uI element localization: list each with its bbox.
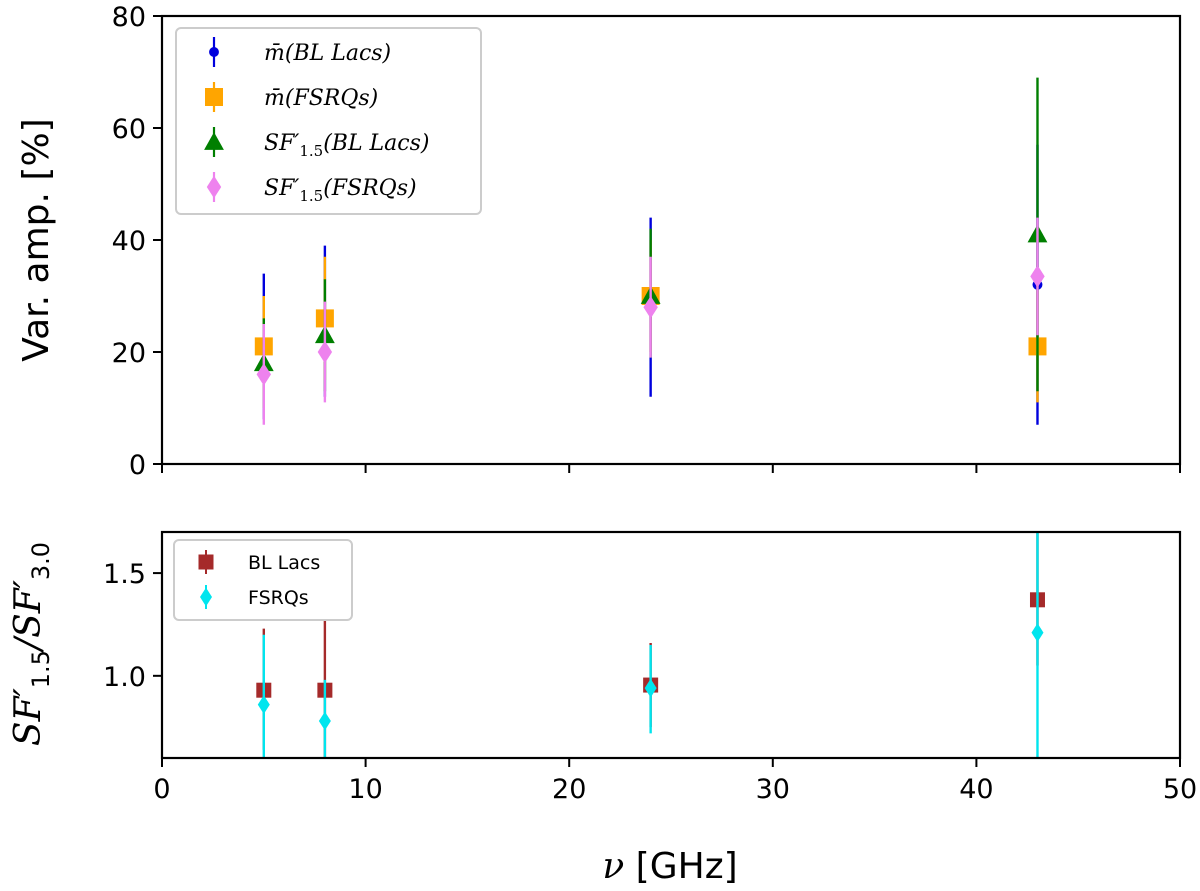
legend-marker bbox=[206, 175, 222, 199]
data-point bbox=[1031, 623, 1044, 643]
bottom-y-axis-label: SF′1.5/SF′3.0 bbox=[8, 542, 55, 746]
bottom-legend: BL Lacs FSRQs bbox=[173, 539, 353, 621]
legend-label: SF′1.5(BL Lacs) bbox=[264, 131, 429, 160]
legend-marker bbox=[198, 554, 214, 570]
x-tick-label: 20 bbox=[552, 774, 586, 805]
top-legend: m̄(BL Lacs) m̄(FSRQs) SF′1.5(BL Lacs) SF′1.… bbox=[175, 27, 482, 215]
series-sf-1-5-fsrqs- bbox=[256, 217, 1045, 425]
legend-label: BL Lacs bbox=[248, 552, 320, 574]
series-fsrqs bbox=[257, 532, 1044, 758]
bottom-y-ticks: 1.0 1.5 bbox=[103, 559, 162, 693]
data-point bbox=[643, 295, 658, 319]
y-tick-label: 40 bbox=[112, 226, 146, 257]
x-tick-label: 40 bbox=[959, 774, 993, 805]
y-tick-label: 80 bbox=[112, 2, 146, 33]
legend-label: FSRQs bbox=[248, 587, 309, 609]
y-tick-label: 0 bbox=[129, 450, 146, 481]
y-tick-label: 60 bbox=[112, 114, 146, 145]
bottom-x-ticks: 0 10 20 30 40 50 bbox=[153, 758, 1197, 805]
bottom-data-marks bbox=[256, 532, 1045, 758]
top-data-marks bbox=[253, 77, 1048, 425]
x-tick-label: 30 bbox=[756, 774, 790, 805]
top-x-ticks bbox=[161, 464, 1181, 473]
y-tick-label: 1.0 bbox=[103, 662, 146, 693]
top-plot-frame bbox=[160, 14, 1182, 466]
legend-marker bbox=[204, 132, 224, 150]
legend-marker bbox=[209, 47, 219, 57]
legend-label: SF′1.5(FSRQs) bbox=[264, 176, 417, 205]
legend-marker bbox=[200, 587, 212, 607]
data-point bbox=[644, 678, 657, 698]
legend-label: m̄(BL Lacs) bbox=[264, 41, 391, 66]
data-point bbox=[318, 711, 331, 731]
top-panel: 0 20 40 60 80 m̄(BL Lacs) m̄(FSRQs) SF′1.5(BL … bbox=[112, 2, 1182, 481]
data-point bbox=[317, 340, 333, 364]
x-axis-label: ν [GHz] bbox=[602, 846, 737, 887]
x-tick-label: 0 bbox=[153, 774, 170, 805]
top-y-ticks: 0 20 40 60 80 bbox=[112, 2, 162, 481]
bottom-panel: 1.0 1.5 0 10 20 30 40 50 BL Lacs FSRQs bbox=[103, 530, 1197, 805]
legend-box bbox=[175, 27, 482, 215]
top-y-axis-label: Var. amp. [%] bbox=[16, 118, 57, 361]
bottom-plot-frame bbox=[160, 530, 1182, 760]
data-point bbox=[257, 695, 270, 714]
y-tick-label: 1.5 bbox=[103, 559, 146, 590]
y-tick-label: 20 bbox=[112, 338, 146, 369]
data-point bbox=[256, 363, 271, 386]
x-tick-label: 50 bbox=[1163, 774, 1197, 805]
legend-marker bbox=[205, 88, 223, 106]
legend-box bbox=[173, 539, 353, 621]
x-tick-label: 10 bbox=[348, 774, 382, 805]
data-point bbox=[1030, 265, 1045, 288]
legend-label: m̄(FSRQs) bbox=[264, 86, 378, 111]
